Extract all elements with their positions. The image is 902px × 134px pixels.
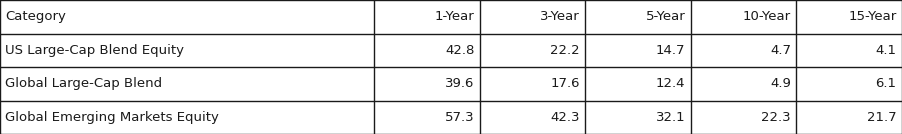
Text: 42.8: 42.8 xyxy=(445,44,474,57)
Text: Category: Category xyxy=(5,10,66,23)
Text: 57.3: 57.3 xyxy=(445,111,474,124)
Text: 15-Year: 15-Year xyxy=(849,10,897,23)
Text: 12.4: 12.4 xyxy=(656,77,686,90)
Text: 22.3: 22.3 xyxy=(761,111,791,124)
Text: 39.6: 39.6 xyxy=(445,77,474,90)
Text: 22.2: 22.2 xyxy=(550,44,580,57)
Text: 4.9: 4.9 xyxy=(770,77,791,90)
Text: 14.7: 14.7 xyxy=(656,44,686,57)
Text: Global Large-Cap Blend: Global Large-Cap Blend xyxy=(5,77,162,90)
Text: 42.3: 42.3 xyxy=(550,111,580,124)
Text: 32.1: 32.1 xyxy=(656,111,686,124)
Text: 17.6: 17.6 xyxy=(550,77,580,90)
Text: 5-Year: 5-Year xyxy=(646,10,686,23)
Text: 4.7: 4.7 xyxy=(770,44,791,57)
Text: 6.1: 6.1 xyxy=(876,77,897,90)
Text: 3-Year: 3-Year xyxy=(540,10,580,23)
Text: US Large-Cap Blend Equity: US Large-Cap Blend Equity xyxy=(5,44,184,57)
Text: Global Emerging Markets Equity: Global Emerging Markets Equity xyxy=(5,111,219,124)
Text: 21.7: 21.7 xyxy=(867,111,897,124)
Text: 1-Year: 1-Year xyxy=(435,10,474,23)
Text: 10-Year: 10-Year xyxy=(743,10,791,23)
Text: 4.1: 4.1 xyxy=(876,44,897,57)
